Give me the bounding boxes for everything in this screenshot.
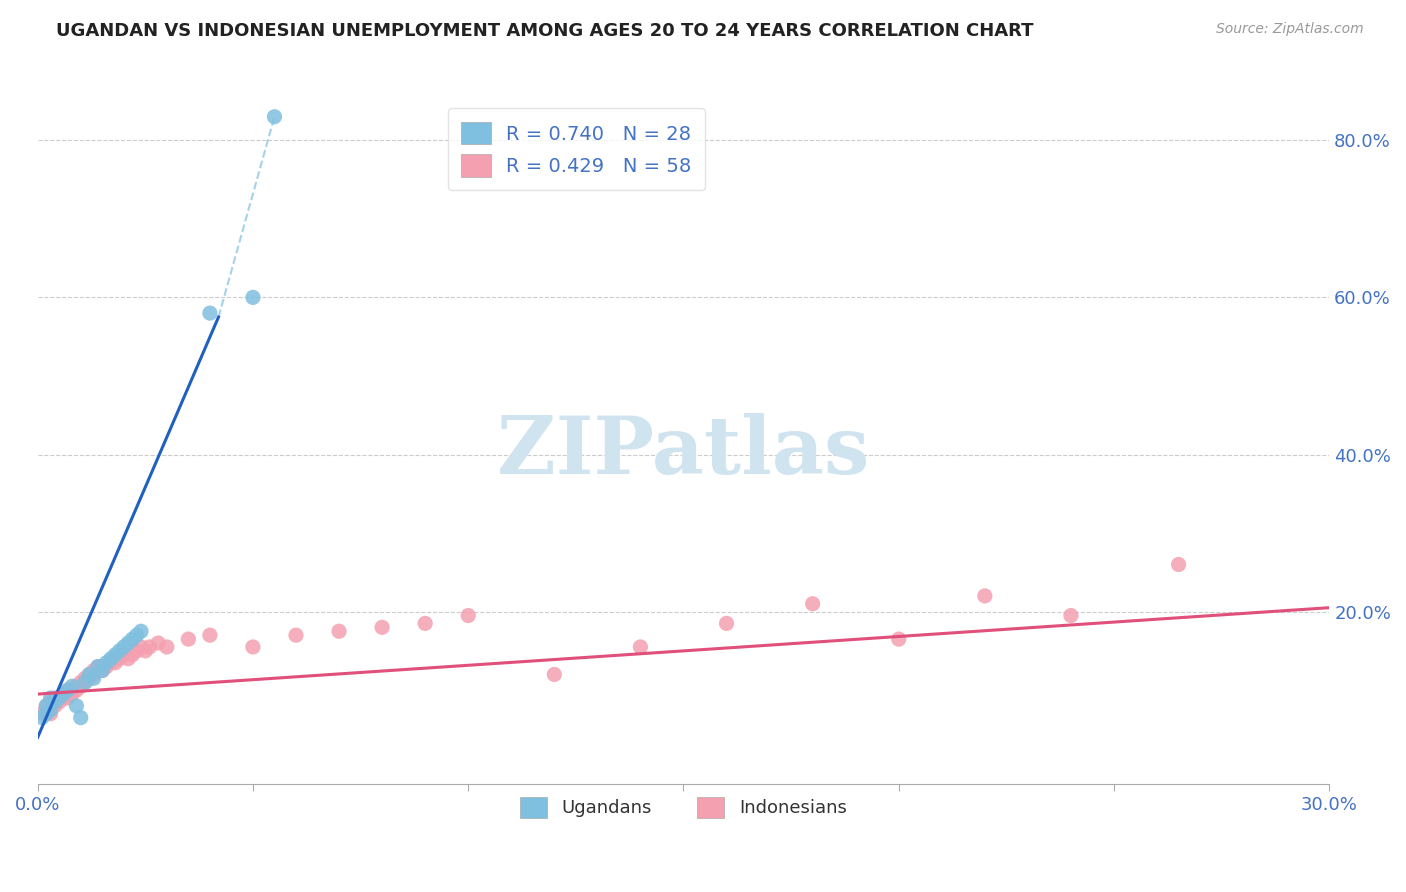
- Text: Source: ZipAtlas.com: Source: ZipAtlas.com: [1216, 22, 1364, 37]
- Point: [125, 628, 148, 642]
- Point: [83, 672, 105, 686]
- Point: [73, 675, 96, 690]
- Point: [79, 672, 101, 686]
- Point: [129, 640, 152, 654]
- Point: [242, 640, 264, 654]
- Point: [44, 695, 66, 709]
- Text: ZIPatlas: ZIPatlas: [498, 413, 869, 491]
- Point: [65, 679, 87, 693]
- Point: [96, 656, 118, 670]
- Point: [35, 706, 58, 721]
- Point: [104, 648, 127, 662]
- Point: [117, 652, 139, 666]
- Point: [108, 652, 131, 666]
- Point: [91, 659, 114, 673]
- Point: [79, 667, 101, 681]
- Point: [48, 691, 70, 706]
- Point: [52, 691, 75, 706]
- Point: [198, 306, 221, 320]
- Point: [100, 656, 122, 670]
- Point: [413, 616, 436, 631]
- Point: [73, 672, 96, 686]
- Point: [87, 659, 110, 673]
- Point: [973, 589, 995, 603]
- Point: [73, 675, 96, 690]
- Point: [148, 636, 170, 650]
- Point: [285, 628, 308, 642]
- Point: [65, 698, 87, 713]
- Point: [83, 664, 105, 678]
- Point: [60, 683, 83, 698]
- Point: [328, 624, 350, 639]
- Point: [91, 664, 114, 678]
- Point: [56, 691, 79, 706]
- Point: [104, 652, 127, 666]
- Point: [52, 687, 75, 701]
- Point: [121, 648, 143, 662]
- Point: [1060, 608, 1083, 623]
- Point: [35, 698, 58, 713]
- Point: [39, 706, 62, 721]
- Point: [104, 656, 127, 670]
- Point: [39, 691, 62, 706]
- Point: [628, 640, 651, 654]
- Point: [125, 644, 148, 658]
- Point: [35, 698, 58, 713]
- Point: [39, 703, 62, 717]
- Point: [48, 695, 70, 709]
- Point: [39, 695, 62, 709]
- Point: [87, 659, 110, 673]
- Point: [69, 679, 91, 693]
- Point: [117, 636, 139, 650]
- Point: [112, 648, 135, 662]
- Point: [716, 616, 738, 631]
- Point: [242, 290, 264, 304]
- Point: [31, 706, 53, 721]
- Point: [177, 632, 200, 646]
- Point: [887, 632, 910, 646]
- Point: [371, 620, 394, 634]
- Point: [65, 683, 87, 698]
- Point: [83, 667, 105, 681]
- Point: [96, 659, 118, 673]
- Point: [60, 687, 83, 701]
- Point: [44, 698, 66, 713]
- Point: [60, 679, 83, 693]
- Point: [112, 640, 135, 654]
- Point: [79, 667, 101, 681]
- Point: [543, 667, 565, 681]
- Point: [138, 640, 160, 654]
- Point: [801, 597, 824, 611]
- Text: UGANDAN VS INDONESIAN UNEMPLOYMENT AMONG AGES 20 TO 24 YEARS CORRELATION CHART: UGANDAN VS INDONESIAN UNEMPLOYMENT AMONG…: [56, 22, 1033, 40]
- Point: [44, 691, 66, 706]
- Point: [100, 652, 122, 666]
- Point: [121, 632, 143, 646]
- Point: [69, 711, 91, 725]
- Point: [56, 683, 79, 698]
- Point: [48, 691, 70, 706]
- Point: [91, 664, 114, 678]
- Point: [198, 628, 221, 642]
- Point: [129, 624, 152, 639]
- Point: [56, 683, 79, 698]
- Point: [31, 711, 53, 725]
- Point: [156, 640, 179, 654]
- Point: [457, 608, 479, 623]
- Point: [134, 644, 156, 658]
- Point: [52, 687, 75, 701]
- Point: [35, 703, 58, 717]
- Legend: Ugandans, Indonesians: Ugandans, Indonesians: [513, 789, 853, 825]
- Point: [69, 675, 91, 690]
- Point: [1167, 558, 1189, 572]
- Point: [263, 110, 285, 124]
- Point: [108, 644, 131, 658]
